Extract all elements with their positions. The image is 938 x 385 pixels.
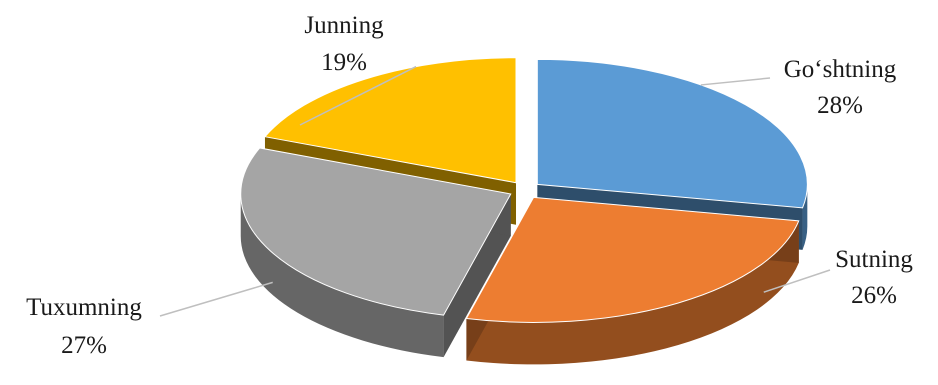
slice-top-junning	[264, 57, 517, 184]
slice-label-tuxumning: Tuxumning	[26, 294, 142, 321]
leader-lines	[159, 65, 831, 317]
slice-percent-sutning: 26%	[851, 282, 897, 309]
slice-top-tuxumning	[240, 147, 512, 316]
leader-line-goshtning	[700, 77, 771, 86]
slice-percent-tuxumning: 27%	[61, 332, 107, 359]
leader-line-tuxumning	[159, 281, 273, 317]
slice-top-goshtning	[536, 58, 808, 209]
slice-percent-goshtning: 28%	[817, 92, 863, 119]
leader-line-junning	[299, 65, 417, 126]
slice-top-sutning	[465, 196, 800, 323]
slice-side-tuxumning	[240, 193, 444, 358]
slice-label-sutning: Sutning	[835, 246, 913, 273]
slice-tops	[240, 57, 808, 323]
slice-percent-junning: 19%	[321, 49, 367, 76]
slice-side-goshtning	[802, 184, 808, 250]
slice-side-sutning	[466, 220, 799, 365]
slice-cutface-tuxumning-0	[443, 193, 511, 358]
slice-label-goshtning: Go‘shtning	[784, 56, 897, 83]
leader-line-sutning	[763, 269, 831, 293]
slice-label-junning: Junning	[304, 12, 384, 39]
